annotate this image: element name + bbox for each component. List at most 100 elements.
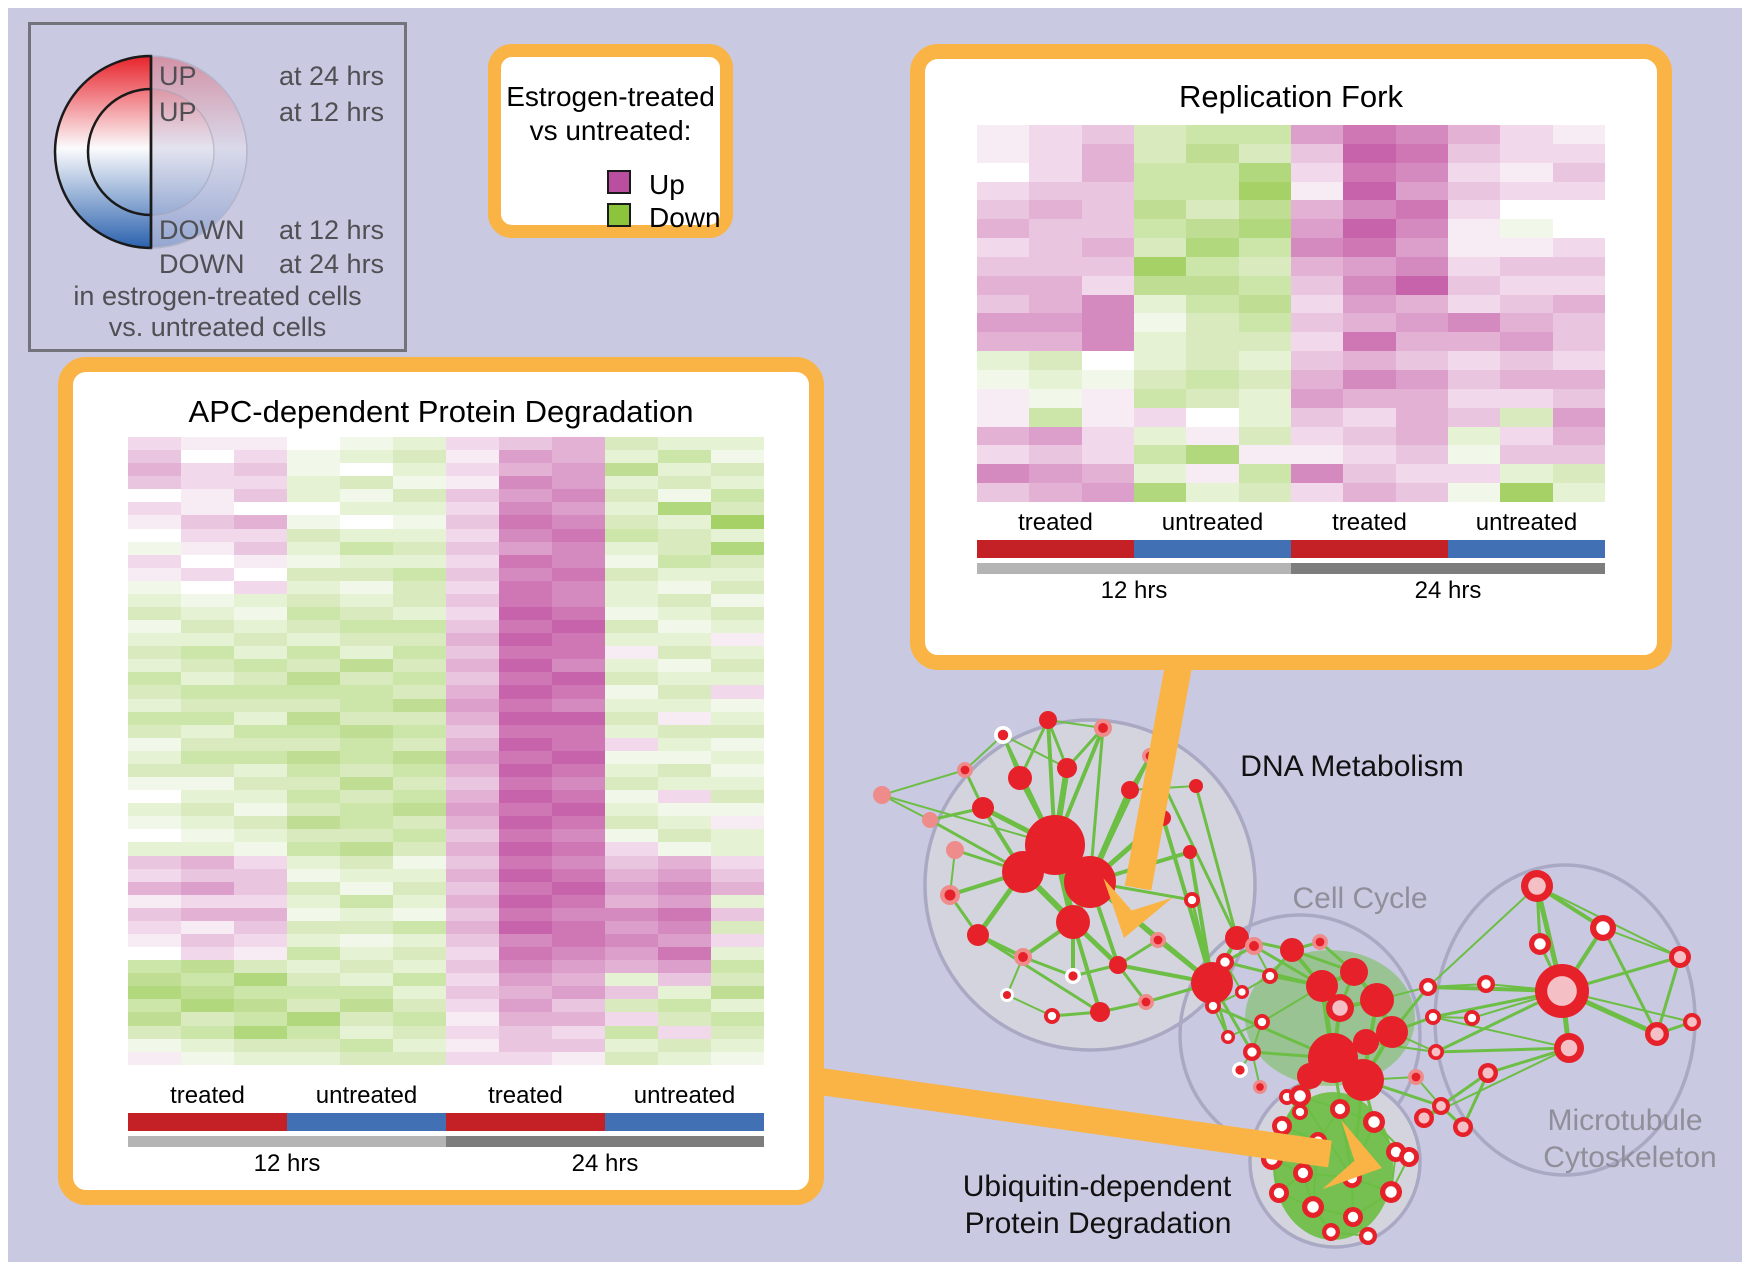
heatmap-cell	[1238, 464, 1291, 484]
time-bar-segment	[1291, 563, 1605, 574]
heatmap-row	[128, 463, 764, 477]
heatmap-cell	[181, 907, 234, 921]
heatmap-cell	[181, 437, 234, 451]
network-node-core	[1423, 982, 1433, 992]
heatmap-cell	[234, 842, 287, 856]
heatmap-cell	[234, 567, 287, 581]
time-label: 12 hrs	[253, 1150, 321, 1177]
network-node	[1342, 1059, 1384, 1101]
heatmap-cell	[1552, 351, 1605, 370]
heatmap-cell	[499, 463, 552, 477]
heatmap-cell	[552, 489, 605, 503]
heatmap-cell	[1343, 219, 1396, 239]
heatmap-cell	[605, 685, 658, 699]
heatmap-row	[128, 724, 764, 738]
network-node-core	[1141, 997, 1151, 1007]
heatmap-cell	[234, 960, 287, 974]
heatmap-cell	[711, 1051, 764, 1065]
heatmap-cell	[499, 646, 552, 660]
heatmap-cell	[1500, 332, 1553, 352]
heatmap-cell	[287, 593, 340, 608]
heatmap-cell	[552, 999, 605, 1013]
heatmap-cell	[1186, 313, 1239, 333]
heatmap-cell	[1238, 483, 1291, 502]
heatmap-cell	[1500, 219, 1553, 239]
heatmap-cell	[1029, 332, 1082, 352]
network-node-core	[1307, 1201, 1319, 1213]
heatmap-cell	[499, 737, 552, 751]
heatmap-cell	[128, 1012, 181, 1026]
heatmap-cell	[128, 711, 181, 725]
heatmap-cell	[181, 816, 234, 830]
heatmap-cell	[1238, 256, 1291, 276]
network-node-core	[944, 889, 956, 901]
heatmap-cell	[128, 855, 181, 869]
heatmap-cell	[1290, 200, 1344, 220]
heatmap-cell	[1343, 125, 1396, 144]
heatmap-cell	[1029, 181, 1082, 201]
heatmap-cell	[552, 437, 605, 451]
heatmap-cell	[340, 685, 393, 699]
heatmap-cell	[287, 920, 340, 934]
heatmap-cell	[287, 868, 340, 882]
heatmap-row	[128, 437, 764, 451]
heatmap-cell	[446, 489, 499, 503]
heatmap-cell	[711, 1012, 764, 1026]
heatmap-cell	[552, 1025, 605, 1039]
heatmap-cell	[1133, 483, 1187, 502]
heatmap-cell	[658, 763, 711, 778]
heatmap-row	[128, 763, 764, 778]
heatmap-row	[977, 294, 1605, 314]
network-node-core	[1534, 938, 1546, 950]
heatmap-cell	[1081, 445, 1134, 465]
network-edge	[1194, 785, 1239, 939]
heatmap-cell	[552, 659, 605, 673]
heatmap-cell	[605, 986, 658, 1000]
heatmap-row	[128, 685, 764, 699]
heatmap-cell	[1238, 426, 1291, 446]
network-node	[1189, 779, 1203, 793]
heatmap-cell	[393, 528, 446, 542]
heatmap-cell	[552, 476, 605, 490]
network-node-core	[1368, 1116, 1380, 1128]
heatmap-cell	[393, 541, 446, 555]
heatmap-row	[977, 369, 1605, 389]
heatmap-cell	[393, 476, 446, 490]
heatmap-cell	[393, 816, 446, 830]
heatmap-cell	[287, 750, 340, 764]
heatmap-cell	[287, 528, 340, 542]
heatmap-cell	[711, 803, 764, 817]
heatmap-cell	[552, 960, 605, 974]
network-node-core	[1390, 1146, 1402, 1158]
heatmap-cell	[1133, 388, 1187, 408]
heatmap-cell	[1029, 219, 1082, 239]
heatmap-cell	[393, 803, 446, 817]
heatmap-cell	[499, 593, 552, 608]
heatmap-cell	[1447, 351, 1501, 370]
heatmap-cell	[658, 816, 711, 830]
network-node-core	[1403, 1151, 1415, 1163]
network-node-core	[1326, 1227, 1336, 1237]
heatmap-cell	[552, 580, 605, 594]
heatmap-cell	[605, 999, 658, 1013]
heatmap-cell	[287, 737, 340, 751]
heatmap-cell	[658, 790, 711, 804]
heatmap-cell	[128, 973, 181, 987]
network-node	[946, 841, 964, 859]
heatmap-cell	[393, 672, 446, 686]
heatmap-row	[128, 947, 764, 961]
heatmap-cell	[658, 894, 711, 908]
heatmap-cell	[393, 711, 446, 725]
heatmap-cell	[446, 777, 499, 791]
heatmap-cell	[1552, 143, 1605, 163]
heatmap-cell	[287, 502, 340, 516]
network-node	[1056, 905, 1090, 939]
heatmap-cell	[234, 829, 287, 843]
heatmap-cell	[340, 933, 393, 948]
heatmap-cell	[605, 607, 658, 621]
heatmap-cell	[128, 1025, 181, 1039]
network-node-core	[1256, 1083, 1264, 1091]
heatmap-cell	[711, 489, 764, 503]
replication-fork-panel: Replication Fork treated untreated treated…	[910, 44, 1672, 670]
heatmap-cell	[1238, 162, 1291, 182]
